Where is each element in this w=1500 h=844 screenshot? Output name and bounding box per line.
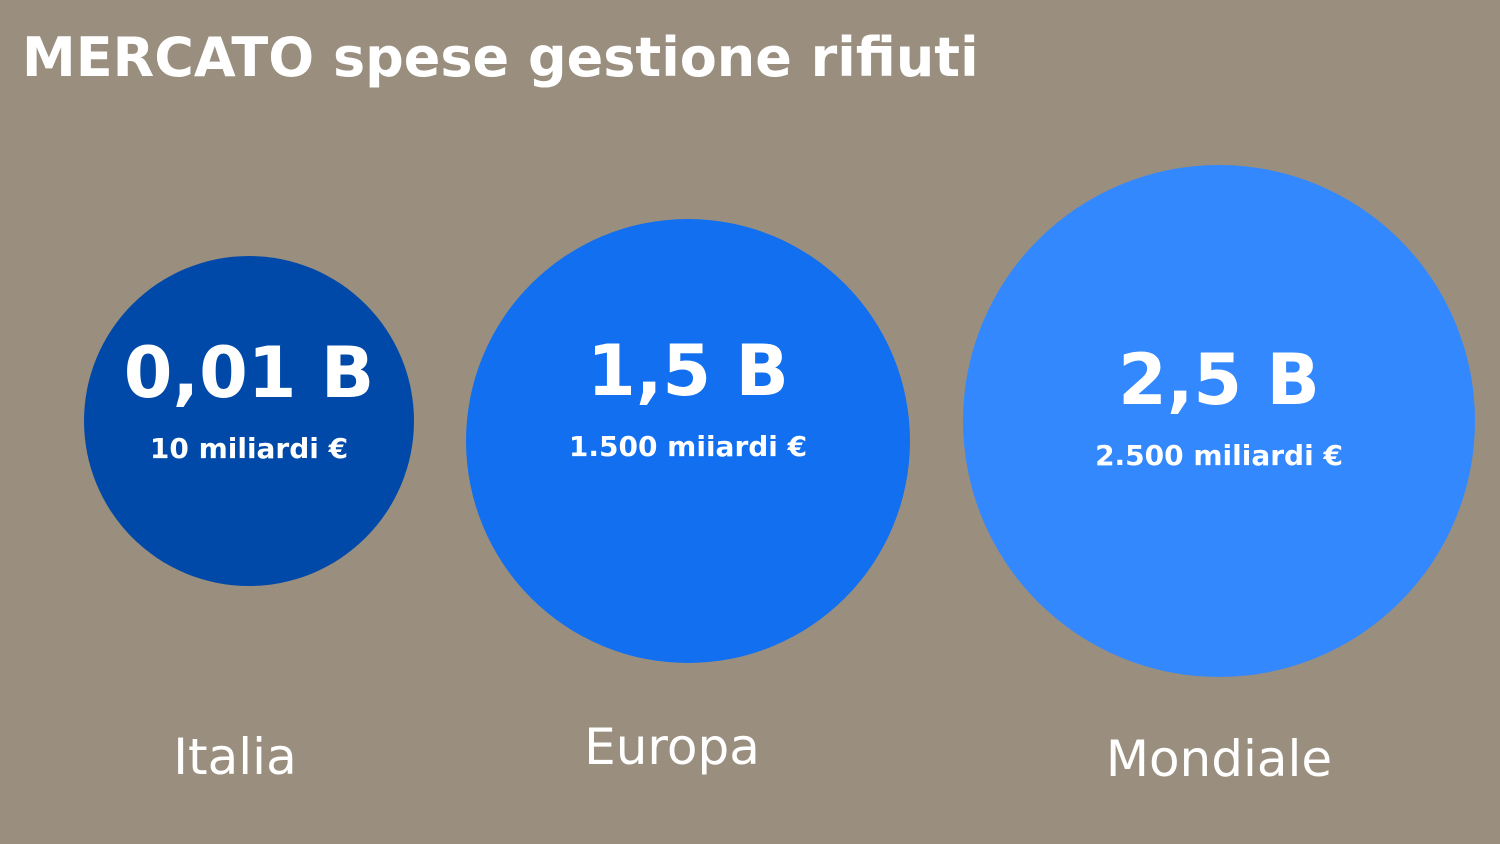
detail: 1.500 miiardi € <box>568 429 808 463</box>
bubble: 2,5 B 2.500 miliardi € <box>963 165 1475 677</box>
label: Mondiale <box>1105 730 1333 788</box>
detail: 2.500 miliardi € <box>1095 438 1343 472</box>
bubble: 0,01 B 10 miliardi € <box>84 256 414 586</box>
detail: 10 miliardi € <box>149 431 349 465</box>
value: 0,01 B <box>123 331 375 414</box>
value: 1,5 B <box>587 329 789 412</box>
label: Italia <box>173 728 297 786</box>
label: Europa <box>584 718 760 776</box>
value: 2,5 B <box>1118 338 1320 421</box>
title: MERCATO spese gestione rifiuti <box>22 26 979 89</box>
bubble: 1,5 B 1.500 miiardi € <box>466 219 910 663</box>
